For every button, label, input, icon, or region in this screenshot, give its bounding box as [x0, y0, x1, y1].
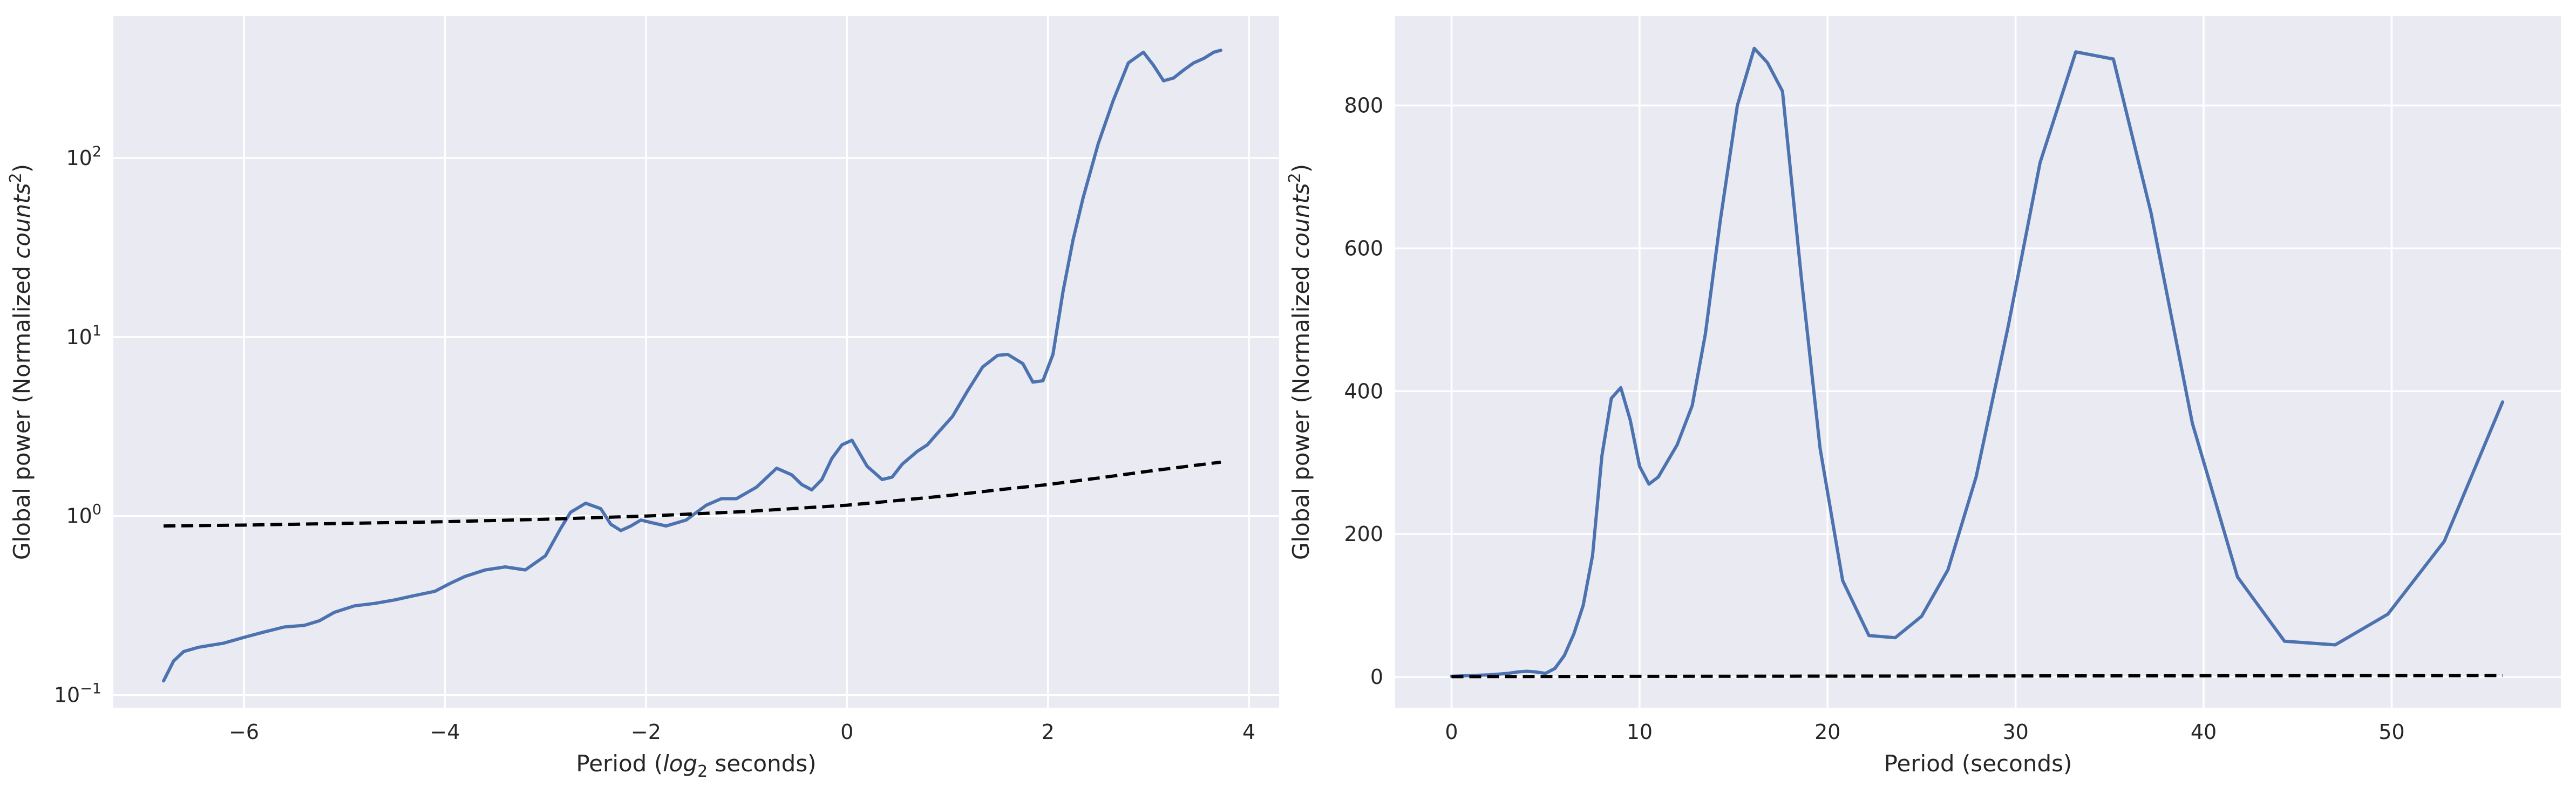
global-power-line [1450, 46, 2504, 678]
x-tick-label: 0 [1445, 720, 1458, 744]
x-tick-label: 50 [2378, 720, 2404, 744]
y-tick-label: 200 [1344, 522, 1383, 546]
y-tick-label: 800 [1344, 94, 1383, 118]
y-axis-label: Global power (Normalized counts2) [1286, 164, 1314, 560]
y-tick-label: 600 [1344, 236, 1383, 260]
x-tick-label: 4 [1242, 720, 1255, 744]
y-tick-label: 10−1 [54, 681, 101, 707]
plot-area [1395, 16, 2561, 708]
y-tick-label: 0 [1370, 665, 1383, 689]
y-tick-label: 101 [66, 323, 101, 349]
x-tick-label: 10 [1627, 720, 1653, 744]
y-tick-label: 100 [66, 502, 101, 528]
significance-dashed-line [164, 460, 1221, 528]
x-tick-label: −4 [430, 720, 460, 744]
x-axis-label: Period (log2 seconds) [576, 750, 816, 781]
x-tick-label: 20 [1814, 720, 1840, 744]
global-power-line [162, 49, 1222, 683]
y-tick-label: 102 [66, 143, 101, 170]
x-tick-label: 0 [840, 720, 853, 744]
right-chart-linear-period: 0 10 20 30 40 50 0 200 400 600 800 Period (seconds)… [1286, 16, 2561, 777]
significance-dashed-line [1451, 674, 2503, 679]
x-tick-label: 30 [2002, 720, 2028, 744]
plot-area [113, 16, 1279, 708]
x-axis-label: Period (seconds) [1884, 750, 2072, 777]
y-tick-label: 400 [1344, 379, 1383, 403]
x-tick-label: −6 [229, 720, 259, 744]
x-tick-label: 2 [1042, 720, 1055, 744]
y-axis-label: Global power (Normalized counts2) [6, 164, 35, 560]
x-tick-label: 40 [2191, 720, 2217, 744]
left-chart-log-period: −6 −4 −2 0 2 4 10−1 100 101 102 Period (log2 secon… [6, 16, 1279, 781]
x-tick-label: −2 [631, 720, 661, 744]
